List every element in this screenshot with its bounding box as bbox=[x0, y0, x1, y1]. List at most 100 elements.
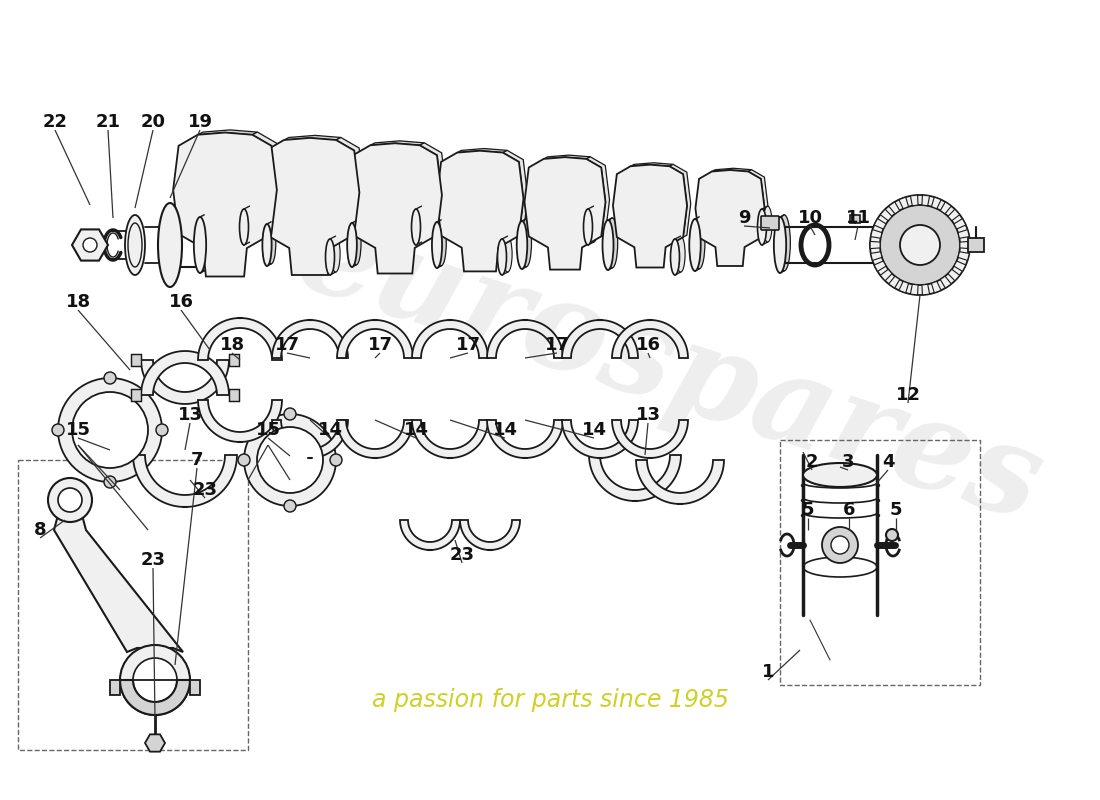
Polygon shape bbox=[173, 133, 277, 277]
Text: 18: 18 bbox=[219, 336, 244, 354]
Polygon shape bbox=[371, 141, 425, 146]
Polygon shape bbox=[958, 230, 969, 238]
Text: 2: 2 bbox=[805, 453, 818, 471]
Circle shape bbox=[104, 372, 116, 384]
Circle shape bbox=[104, 476, 116, 488]
Polygon shape bbox=[911, 284, 918, 295]
Circle shape bbox=[82, 238, 97, 252]
Ellipse shape bbox=[411, 209, 420, 245]
Ellipse shape bbox=[240, 209, 249, 245]
Ellipse shape bbox=[671, 239, 680, 275]
Text: 16: 16 bbox=[168, 293, 194, 311]
Polygon shape bbox=[54, 515, 183, 652]
Ellipse shape bbox=[773, 217, 786, 273]
Text: 10: 10 bbox=[798, 209, 823, 227]
Text: 23: 23 bbox=[450, 546, 474, 564]
Polygon shape bbox=[487, 320, 563, 358]
Ellipse shape bbox=[436, 220, 447, 266]
Polygon shape bbox=[261, 138, 360, 275]
Text: 14: 14 bbox=[404, 421, 429, 439]
Polygon shape bbox=[562, 420, 638, 458]
Text: 23: 23 bbox=[192, 481, 218, 499]
Text: 15: 15 bbox=[66, 421, 90, 439]
Text: 11: 11 bbox=[846, 209, 870, 227]
Circle shape bbox=[870, 195, 970, 295]
Circle shape bbox=[284, 408, 296, 420]
Circle shape bbox=[48, 478, 92, 522]
Ellipse shape bbox=[351, 221, 361, 265]
Polygon shape bbox=[229, 354, 239, 366]
Text: 16: 16 bbox=[636, 336, 660, 354]
Polygon shape bbox=[272, 320, 348, 358]
Polygon shape bbox=[748, 170, 768, 238]
Ellipse shape bbox=[603, 220, 614, 270]
Polygon shape bbox=[272, 420, 348, 458]
Polygon shape bbox=[543, 155, 591, 159]
Text: 12: 12 bbox=[895, 386, 921, 404]
Polygon shape bbox=[588, 455, 681, 501]
Polygon shape bbox=[562, 320, 638, 358]
Circle shape bbox=[133, 658, 177, 702]
Polygon shape bbox=[412, 420, 488, 458]
Text: 4: 4 bbox=[882, 453, 894, 471]
Ellipse shape bbox=[331, 236, 340, 272]
Polygon shape bbox=[460, 520, 520, 550]
Polygon shape bbox=[525, 157, 605, 270]
Ellipse shape bbox=[583, 209, 593, 245]
Polygon shape bbox=[932, 282, 942, 293]
Ellipse shape bbox=[803, 463, 877, 487]
Polygon shape bbox=[141, 351, 229, 395]
Text: 13: 13 bbox=[177, 406, 202, 424]
Polygon shape bbox=[612, 420, 688, 458]
Ellipse shape bbox=[263, 224, 272, 266]
Circle shape bbox=[244, 414, 336, 506]
Polygon shape bbox=[420, 143, 447, 235]
Polygon shape bbox=[190, 680, 200, 695]
Text: 9: 9 bbox=[738, 209, 750, 227]
Polygon shape bbox=[284, 135, 341, 140]
Text: 22: 22 bbox=[43, 113, 67, 131]
Ellipse shape bbox=[778, 215, 791, 271]
Ellipse shape bbox=[497, 239, 506, 275]
Polygon shape bbox=[940, 276, 952, 288]
Polygon shape bbox=[695, 170, 764, 266]
Text: 5: 5 bbox=[890, 501, 902, 519]
Polygon shape bbox=[911, 195, 918, 206]
Text: 1: 1 bbox=[761, 663, 774, 681]
Ellipse shape bbox=[432, 222, 442, 268]
Circle shape bbox=[72, 392, 148, 468]
Text: a passion for parts since 1985: a passion for parts since 1985 bbox=[372, 688, 728, 712]
Polygon shape bbox=[229, 389, 239, 401]
Text: 3: 3 bbox=[842, 453, 855, 471]
Polygon shape bbox=[336, 138, 364, 234]
Polygon shape bbox=[198, 400, 282, 442]
Polygon shape bbox=[337, 320, 412, 358]
Polygon shape bbox=[874, 218, 886, 229]
Polygon shape bbox=[932, 197, 942, 209]
Polygon shape bbox=[348, 143, 442, 274]
Polygon shape bbox=[141, 360, 229, 404]
Ellipse shape bbox=[758, 209, 767, 245]
Text: 6: 6 bbox=[843, 501, 856, 519]
Circle shape bbox=[257, 427, 323, 493]
Circle shape bbox=[52, 424, 64, 436]
Text: 5: 5 bbox=[802, 501, 814, 519]
Polygon shape bbox=[630, 162, 673, 166]
Polygon shape bbox=[871, 252, 882, 261]
Text: eurospares: eurospares bbox=[283, 193, 1057, 547]
Text: 13: 13 bbox=[636, 406, 660, 424]
Polygon shape bbox=[899, 282, 909, 293]
Ellipse shape bbox=[690, 219, 701, 271]
Ellipse shape bbox=[676, 236, 685, 272]
Ellipse shape bbox=[194, 217, 206, 273]
Polygon shape bbox=[712, 168, 751, 171]
Circle shape bbox=[830, 536, 849, 554]
Ellipse shape bbox=[125, 215, 145, 275]
Polygon shape bbox=[874, 261, 886, 271]
Polygon shape bbox=[922, 284, 930, 295]
Polygon shape bbox=[958, 252, 969, 261]
Polygon shape bbox=[458, 149, 507, 153]
Text: 17: 17 bbox=[455, 336, 481, 354]
Polygon shape bbox=[412, 320, 488, 358]
Polygon shape bbox=[198, 318, 282, 360]
